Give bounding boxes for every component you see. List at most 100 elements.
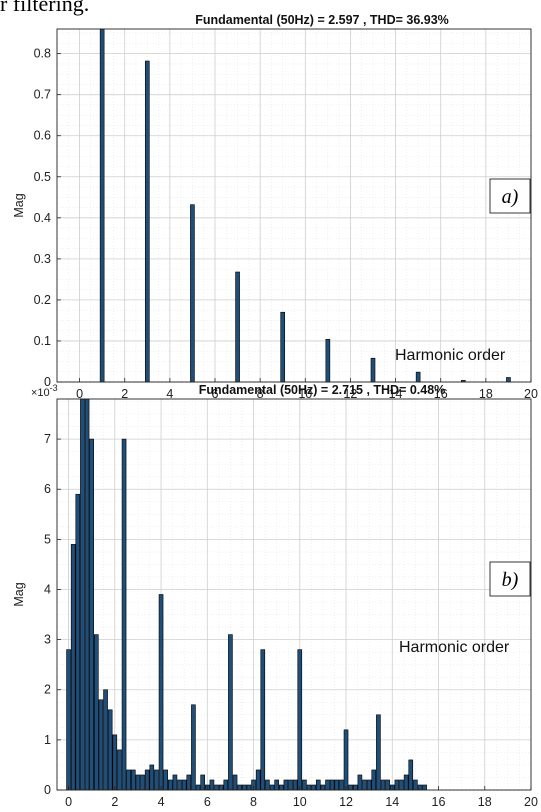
bar-x-5: [190, 204, 195, 383]
bar-x-6.2: [209, 779, 215, 791]
bar-x-8.2: [255, 769, 261, 791]
bar-x-2.2: [117, 749, 122, 791]
bar-x-7.6: [241, 784, 247, 791]
bar-x-0.8: [84, 398, 90, 791]
bar-x-10.4: [306, 784, 312, 791]
bar-x-7.8: [246, 784, 252, 791]
ytick-label-0.3: 0.3: [34, 252, 51, 266]
chart-panel-a: 0 2 4 6 8 10 12 14 16 18 20 0 0.1 0.2 0.3 0.4 0.5 0.6 0.7 0…: [12, 13, 538, 401]
bar-x-6.6: [218, 784, 224, 791]
bar-x-5.2: [186, 774, 192, 791]
ytick-label-0.8: 0.8: [34, 47, 51, 61]
bar-x-13: [366, 779, 372, 791]
bar-x-9.2: [278, 784, 284, 791]
bar-x-9.6: [288, 779, 293, 791]
bar-x-13.8: [385, 779, 390, 791]
xtick-label-14: 14: [389, 387, 403, 401]
xtick-label-2: 2: [121, 387, 128, 401]
bar-x-14.4: [399, 779, 404, 791]
bar-x-3.4: [144, 769, 150, 791]
bar-x-13.6: [380, 779, 386, 791]
bar-x-10.8: [315, 779, 321, 791]
xtick-label-18: 18: [478, 795, 492, 809]
xtick-label-16: 16: [432, 795, 446, 809]
bar-x-15: [415, 371, 421, 383]
bar-x-3: [135, 774, 141, 791]
bar-x-15: [413, 779, 418, 791]
bar-x-13.4: [376, 714, 381, 791]
bar-x-6.8: [223, 779, 229, 791]
ytick-label-6: 6: [44, 482, 51, 496]
xtick-label-0: 0: [65, 795, 72, 809]
bar-x-12.2: [348, 784, 353, 791]
bar-x-5.8: [200, 774, 205, 791]
bar-x-0.6: [80, 398, 85, 791]
bar-x-15.4: [422, 784, 427, 791]
bar-x-7: [235, 271, 240, 383]
bar-x-13.2: [371, 769, 377, 791]
bar-x-7.4: [237, 784, 242, 791]
bar-x-8.4: [260, 649, 266, 791]
bar-x-1: [89, 438, 94, 791]
bar-x-4: [158, 594, 164, 791]
xtick-label-20: 20: [524, 795, 538, 809]
bar-x-1: [99, 28, 105, 383]
bar-x-11: [325, 339, 331, 383]
bar-x-5: [181, 779, 187, 791]
xtick-label-8: 8: [250, 795, 257, 809]
chart-title: Fundamental (50Hz) = 2.715 , THD= 0.48%: [199, 383, 446, 397]
xtick-label-20: 20: [524, 387, 538, 401]
xtick-label-10: 10: [298, 387, 312, 401]
xtick-label-16: 16: [434, 387, 448, 401]
bar-x-14.8: [408, 759, 414, 791]
panel-label-box: [489, 561, 531, 597]
ytick-label-0.2: 0.2: [34, 293, 51, 307]
xtick-label-8: 8: [257, 387, 264, 401]
axes-frame: [56, 398, 532, 791]
bar-x-5.4: [191, 704, 196, 791]
xtick-label-4: 4: [166, 387, 173, 401]
major-grid: [57, 29, 532, 383]
chart-title: Fundamental (50Hz) = 2.597 , THD= 36.93%: [195, 13, 449, 27]
xtick-label-10: 10: [293, 795, 307, 809]
xtick-label-12: 12: [339, 795, 353, 809]
bar-x-8.6: [265, 779, 270, 791]
harmonic-order-annotation: Harmonic order: [395, 347, 506, 364]
xtick-label-0: 0: [76, 387, 83, 401]
y-axis-label: Mag: [12, 193, 26, 217]
bar-x-3.6: [149, 764, 155, 791]
ytick-label-0.1: 0.1: [34, 334, 51, 348]
bar-x-7.2: [232, 774, 238, 791]
bar-x-11.8: [339, 779, 344, 791]
bar-x-14.6: [403, 774, 409, 791]
ytick-label-0.6: 0.6: [34, 129, 51, 143]
y-axis-label: Mag: [12, 582, 26, 606]
bar-x-10: [297, 649, 303, 791]
ytick-label-2: 2: [44, 683, 51, 697]
bar-x-12: [343, 729, 349, 791]
bar-x-0: [66, 649, 71, 791]
bar-x-8.8: [269, 784, 275, 791]
bar-x-1.2: [94, 634, 99, 791]
bar-x-7: [228, 634, 233, 791]
ytick-label-7: 7: [44, 432, 51, 446]
xtick-label-14: 14: [385, 795, 399, 809]
bar-x-4.6: [172, 774, 178, 791]
ytick-label-0.5: 0.5: [34, 170, 51, 184]
harmonic-order-annotation: Harmonic order: [399, 639, 510, 656]
bar-x-12.8: [362, 779, 367, 791]
bar-x-11.6: [334, 779, 340, 791]
panel-label: a): [502, 186, 519, 208]
bar-x-11.2: [325, 779, 330, 791]
bar-x-4.2: [163, 769, 168, 791]
bar-x-9: [280, 311, 286, 383]
xtick-label-18: 18: [479, 387, 493, 401]
bar-x-2: [112, 734, 118, 791]
ytick-label-5: 5: [44, 532, 51, 546]
bar-x-1.6: [103, 689, 108, 791]
bar-x-10.6: [311, 784, 316, 791]
bar-x-11: [320, 784, 326, 791]
plot-area: [57, 399, 531, 790]
